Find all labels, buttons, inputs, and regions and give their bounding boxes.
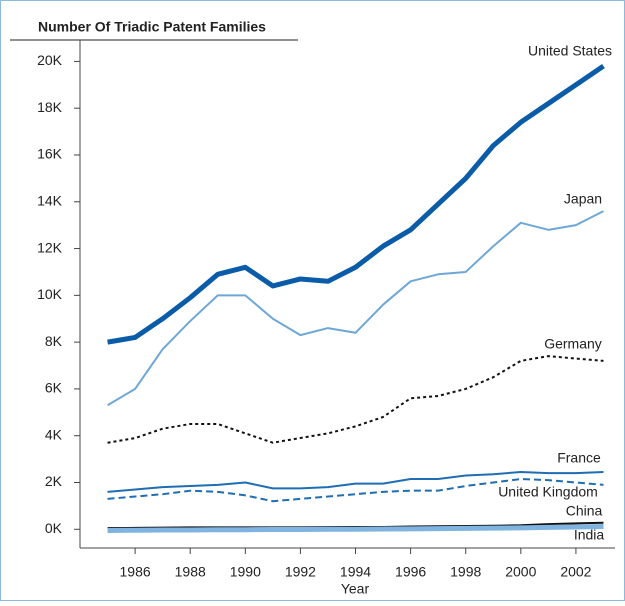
x-axis-label: Year: [341, 581, 370, 597]
x-tick-label: 1986: [120, 564, 151, 580]
y-tick-label: 8K: [45, 333, 63, 349]
y-tick-label: 14K: [37, 192, 63, 208]
y-tick-label: 20K: [37, 52, 63, 68]
x-tick-label: 2000: [505, 564, 536, 580]
x-tick-label: 1992: [285, 564, 316, 580]
legend-label: Japan: [564, 191, 602, 207]
series-line: [107, 64, 605, 345]
x-tick-label: 1996: [395, 564, 426, 580]
y-tick-label: 10K: [37, 286, 63, 302]
y-tick-label: 18K: [37, 99, 63, 115]
series-line: [107, 470, 604, 493]
y-tick-label: 6K: [45, 380, 63, 396]
y-tick-label: 4K: [45, 426, 63, 442]
series-line: [107, 523, 604, 533]
x-tick-label: 1990: [230, 564, 261, 580]
series-line: [107, 210, 604, 407]
x-tick-label: 1998: [450, 564, 481, 580]
y-tick-label: 0K: [45, 520, 63, 536]
series-line: [107, 477, 604, 503]
x-tick-label: 1994: [340, 564, 371, 580]
legend-label: China: [566, 503, 603, 519]
legend-label: India: [574, 527, 605, 543]
chart-title: Number Of Triadic Patent Families: [38, 19, 266, 35]
legend-label: United States: [528, 43, 612, 59]
series-line: [107, 355, 604, 444]
legend-label: Germany: [544, 336, 602, 352]
x-tick-label: 1988: [175, 564, 206, 580]
legend-label: France: [557, 450, 601, 466]
legend-label: United Kingdom: [498, 484, 598, 500]
y-tick-label: 16K: [37, 146, 63, 162]
y-tick-label: 2K: [45, 473, 63, 489]
y-tick-label: 12K: [37, 239, 63, 255]
x-tick-label: 2002: [560, 564, 591, 580]
